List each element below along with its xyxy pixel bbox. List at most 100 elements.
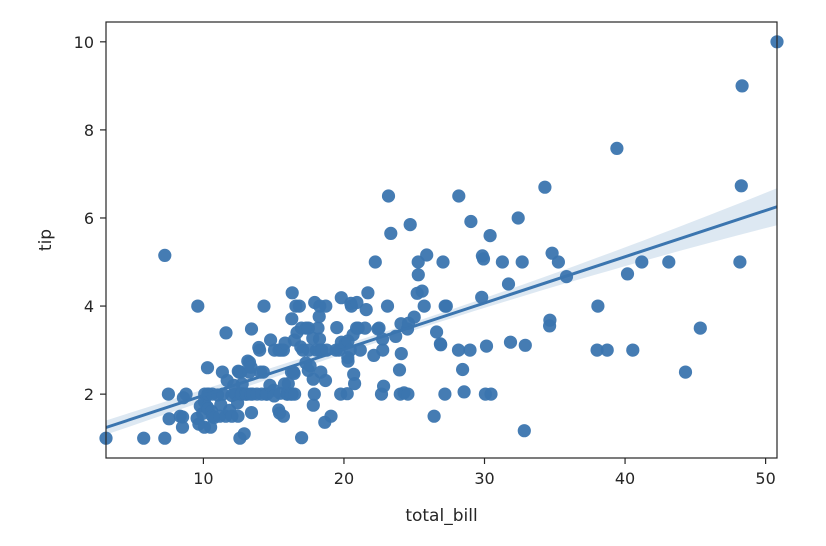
y-axis-ticks: 2 4 6 8 10 (74, 33, 106, 404)
data-point (301, 321, 315, 335)
data-point (438, 387, 452, 401)
data-point (456, 362, 470, 377)
data-point (319, 299, 333, 313)
data-point (434, 338, 448, 352)
data-point (376, 343, 390, 357)
data-point (372, 321, 386, 335)
data-point (452, 189, 466, 203)
data-point (288, 387, 302, 401)
data-point (285, 312, 299, 326)
x-axis-label: total_bill (405, 506, 477, 526)
data-point (457, 385, 471, 399)
data-point (306, 398, 320, 412)
points-layer (99, 35, 784, 445)
data-point (318, 373, 333, 388)
data-point (381, 189, 396, 203)
data-point (158, 248, 172, 262)
data-point (231, 409, 245, 423)
data-point (733, 255, 747, 269)
plot-frame (105, 21, 778, 459)
data-point (411, 268, 425, 282)
data-point (451, 343, 466, 357)
x-axis-ticks: 10 20 30 40 50 (193, 458, 776, 488)
data-point (464, 214, 478, 229)
x-tick-label: 30 (474, 469, 494, 488)
data-point (253, 343, 267, 357)
data-point (511, 211, 525, 225)
data-point (287, 366, 301, 380)
data-point (359, 303, 373, 317)
data-point (662, 255, 676, 269)
data-point (312, 310, 326, 324)
data-point (430, 325, 444, 339)
data-point (401, 387, 415, 401)
data-point (501, 277, 516, 291)
data-point (380, 299, 395, 313)
data-point (353, 343, 367, 357)
y-tick-label: 10 (74, 33, 94, 52)
data-point (264, 333, 278, 347)
data-point (463, 343, 477, 357)
data-point (341, 354, 355, 368)
data-point (276, 409, 290, 423)
data-point (610, 141, 624, 155)
x-tick-label: 20 (334, 469, 354, 488)
data-point (543, 313, 557, 327)
data-point (635, 255, 649, 269)
data-point (427, 409, 441, 423)
data-point (483, 229, 497, 243)
data-point (219, 326, 233, 340)
y-tick-label: 2 (84, 385, 94, 404)
data-point (626, 343, 640, 357)
y-axis-label: tip (36, 229, 56, 251)
data-point (200, 361, 215, 375)
data-point (517, 424, 531, 438)
data-point (377, 379, 391, 393)
data-point (285, 286, 299, 300)
data-point (295, 431, 309, 445)
data-point (162, 412, 176, 426)
data-point (678, 365, 693, 379)
data-point (735, 79, 749, 93)
data-point (436, 255, 450, 269)
data-point (734, 179, 748, 193)
data-point (281, 377, 295, 391)
data-point (292, 299, 306, 313)
regression-line (105, 205, 778, 429)
data-point (334, 291, 348, 305)
data-point (361, 286, 375, 300)
data-point (551, 255, 566, 269)
data-point (394, 347, 408, 361)
data-point (312, 332, 327, 346)
data-point (417, 299, 431, 313)
regression-line-layer (105, 205, 778, 429)
data-point (600, 343, 614, 357)
data-point (179, 387, 193, 401)
data-point (330, 321, 344, 335)
data-point (407, 310, 421, 324)
data-point (137, 431, 151, 445)
data-point (358, 321, 372, 335)
data-point (340, 387, 354, 401)
y-tick-label: 8 (84, 121, 94, 140)
data-point (161, 387, 175, 401)
x-tick-label: 40 (615, 469, 635, 488)
data-point (590, 343, 604, 357)
data-point (158, 431, 172, 445)
data-point (479, 339, 494, 353)
data-point (392, 363, 407, 377)
data-point (476, 252, 491, 266)
data-point (515, 255, 529, 269)
data-point (538, 180, 552, 194)
data-point (384, 226, 398, 240)
y-tick-label: 6 (84, 209, 94, 228)
data-point (176, 410, 190, 424)
data-point (350, 295, 364, 310)
y-tick-label: 4 (84, 297, 94, 316)
data-point (518, 338, 532, 352)
data-point (311, 321, 325, 335)
data-point (620, 267, 635, 281)
data-point (420, 248, 434, 262)
data-point (693, 321, 707, 335)
